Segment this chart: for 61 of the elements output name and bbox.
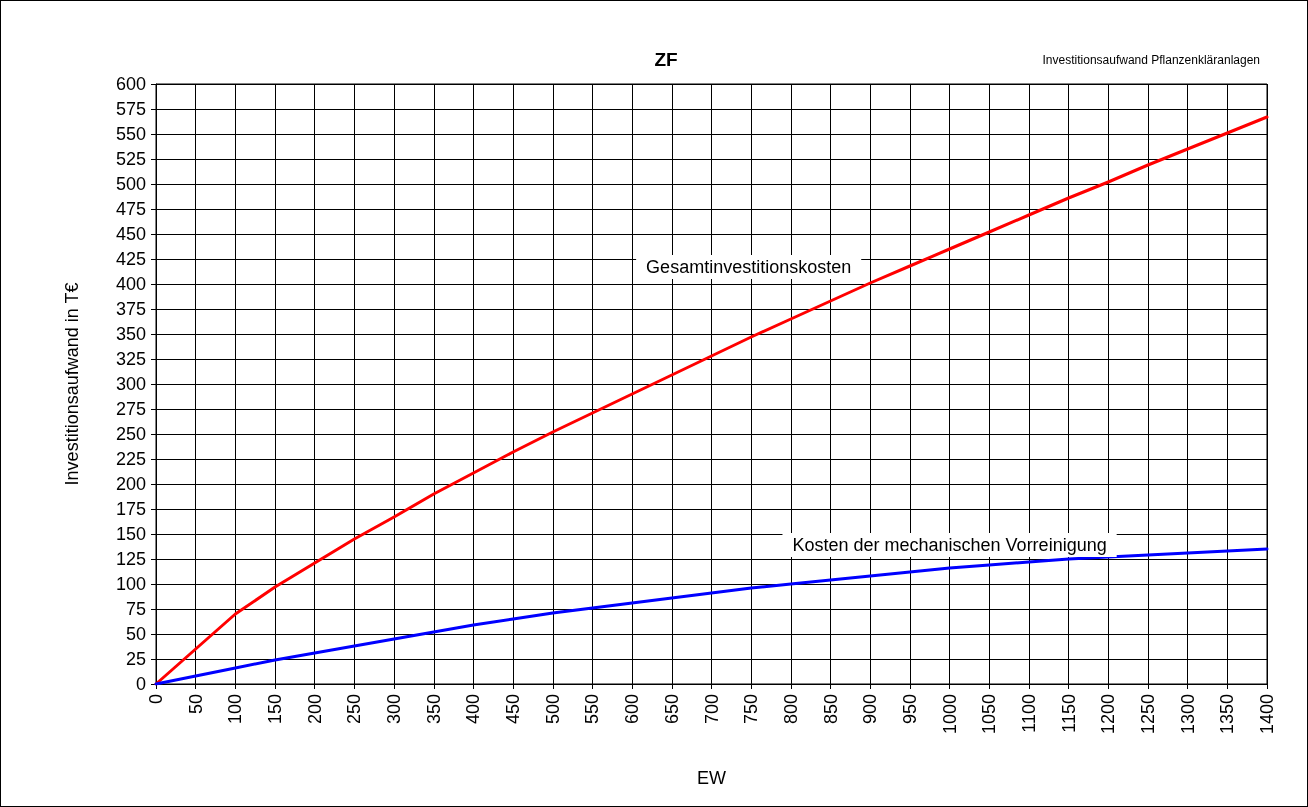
y-tick-label: 100	[115, 574, 146, 594]
y-tick-label: 575	[115, 99, 146, 119]
x-tick-label: 400	[463, 694, 484, 725]
y-tick-label: 50	[125, 624, 146, 644]
x-tick-label: 0	[146, 694, 166, 705]
y-tick-label: 325	[115, 349, 146, 369]
x-tick-label: 500	[542, 694, 563, 725]
x-tick-label: 950	[899, 694, 920, 725]
x-tick-label: 350	[423, 694, 444, 725]
x-axis-title: EW	[697, 768, 727, 788]
x-tick-label: 1300	[1177, 694, 1198, 735]
series-label: Gesamtinvestitionskosten	[646, 257, 852, 277]
y-tick-label: 250	[115, 424, 146, 444]
x-tick-label: 1150	[1058, 694, 1079, 733]
x-tick-label: 650	[661, 694, 682, 725]
x-tick-label: 600	[622, 694, 643, 725]
x-tick-label: 1250	[1137, 694, 1158, 735]
chart-title: ZF	[654, 49, 678, 70]
x-tick-label: 1350	[1217, 694, 1238, 735]
x-tick-label: 1000	[939, 694, 960, 735]
y-tick-label: 125	[115, 549, 146, 569]
y-tick-label: 525	[115, 149, 146, 169]
y-tick-label: 200	[115, 474, 146, 494]
x-tick-label: 100	[225, 694, 246, 725]
y-tick-label: 175	[115, 499, 146, 519]
x-tick-label: 800	[780, 694, 801, 725]
y-tick-label: 425	[115, 249, 146, 269]
y-tick-label: 0	[135, 674, 146, 694]
x-tick-label: 750	[741, 694, 762, 725]
series-label: Kosten der mechanischen Vorreinigung	[792, 535, 1107, 555]
x-tick-label: 150	[265, 694, 286, 725]
y-tick-label: 75	[125, 599, 146, 619]
y-tick-label: 475	[115, 199, 146, 219]
x-tick-label: 300	[384, 694, 405, 725]
x-tick-label: 1400	[1257, 694, 1277, 735]
x-tick-label: 450	[503, 694, 524, 725]
x-tick-label: 900	[860, 694, 881, 725]
y-tick-label: 225	[115, 449, 146, 469]
x-tick-label: 1200	[1098, 694, 1119, 735]
x-tick-label: 700	[701, 694, 722, 725]
y-tick-label: 500	[115, 174, 146, 194]
x-tick-label: 1100	[1018, 694, 1039, 733]
y-tick-label: 450	[115, 224, 146, 244]
x-tick-label: 550	[582, 694, 603, 725]
x-tick-label: 1050	[979, 694, 1000, 735]
line-series	[154, 115, 1269, 686]
chart-subtitle: Investitionsaufwand Pflanzenkläranlagen	[1042, 53, 1261, 67]
x-tick-label: 50	[185, 694, 206, 715]
y-axis-title: Investitionsaufwand in T€	[62, 282, 82, 486]
y-tick-label: 25	[125, 649, 146, 669]
y-tick-label: 600	[115, 74, 146, 94]
y-tick-label: 300	[115, 374, 146, 394]
y-tick-label: 275	[115, 399, 146, 419]
y-tick-label: 400	[115, 274, 146, 294]
y-tick-label: 375	[115, 299, 146, 319]
y-tick-label: 550	[115, 124, 146, 144]
y-tick-label: 150	[115, 524, 146, 544]
x-tick-label: 200	[304, 694, 325, 725]
x-tick-label: 850	[820, 694, 841, 725]
x-tick-label: 250	[344, 694, 365, 725]
y-tick-label: 350	[115, 324, 146, 344]
